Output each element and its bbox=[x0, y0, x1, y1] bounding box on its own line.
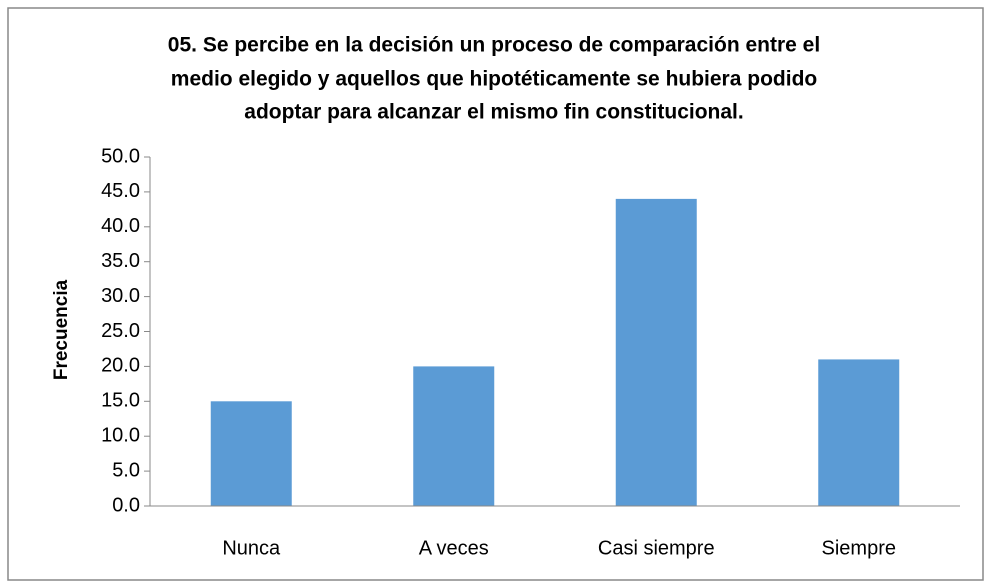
chart-title: medio elegido y aquellos que hipotéticam… bbox=[171, 68, 817, 91]
y-tick-label: 15.0 bbox=[101, 390, 140, 412]
y-tick-label: 0.0 bbox=[112, 494, 140, 516]
x-tick-label: A veces bbox=[419, 537, 489, 559]
y-tick-label: 40.0 bbox=[101, 215, 140, 237]
bar bbox=[413, 366, 495, 506]
x-tick-label: Casi siempre bbox=[598, 537, 715, 559]
y-axis-label: Frecuencia bbox=[51, 279, 72, 380]
chart-title: 05. Se percibe en la decisión un proceso… bbox=[168, 34, 820, 57]
y-tick-label: 45.0 bbox=[101, 180, 140, 202]
y-tick-label: 20.0 bbox=[101, 355, 140, 377]
y-tick-label: 50.0 bbox=[101, 145, 140, 167]
x-tick-label: Siempre bbox=[822, 537, 896, 559]
bar bbox=[210, 401, 292, 506]
y-tick-label: 5.0 bbox=[112, 459, 140, 481]
y-tick-label: 25.0 bbox=[101, 320, 140, 342]
y-tick-label: 30.0 bbox=[101, 285, 140, 307]
chart-title: adoptar para alcanzar el mismo fin const… bbox=[244, 101, 743, 124]
y-tick-label: 10.0 bbox=[101, 424, 140, 446]
bar bbox=[818, 359, 900, 506]
bar bbox=[615, 198, 697, 506]
x-tick-label: Nunca bbox=[222, 537, 281, 559]
y-tick-label: 35.0 bbox=[101, 250, 140, 272]
